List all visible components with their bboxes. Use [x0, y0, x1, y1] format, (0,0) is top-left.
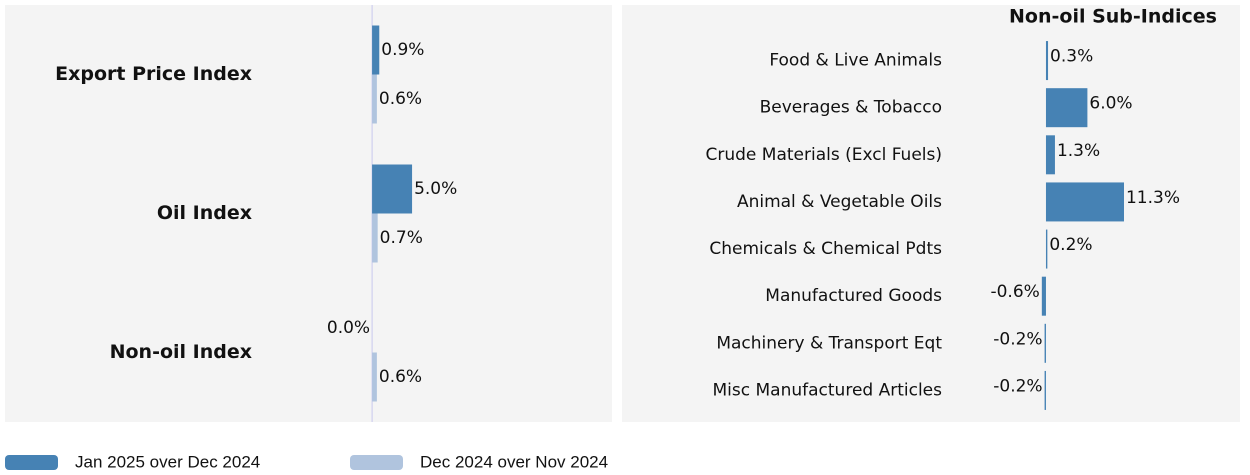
value-label: 6.0% [1089, 94, 1132, 114]
value-label: 0.0% [327, 318, 370, 338]
category-label: Crude Materials (Excl Fuels) [705, 145, 942, 165]
category-label: Export Price Index [55, 63, 252, 85]
bar [372, 352, 377, 402]
category-label: Chemicals & Chemical Pdts [709, 239, 942, 259]
value-label: 5.0% [414, 179, 457, 199]
bar [372, 213, 378, 263]
value-label: -0.6% [990, 282, 1039, 302]
chart-title: Non-oil Sub-Indices [1009, 6, 1217, 28]
bar [1045, 229, 1048, 269]
category-label: Non-oil Index [110, 341, 252, 363]
value-label: -0.2% [993, 376, 1042, 396]
value-label: 0.7% [380, 228, 423, 248]
category-label: Manufactured Goods [765, 286, 942, 306]
category-label: Animal & Vegetable Oils [737, 192, 942, 212]
bar [1044, 323, 1046, 363]
value-label: 0.6% [379, 367, 422, 387]
bar [372, 74, 377, 124]
value-label: 0.2% [1049, 235, 1092, 255]
category-label: Machinery & Transport Eqt [716, 333, 942, 353]
category-label: Beverages & Tobacco [760, 98, 942, 118]
bar [1044, 370, 1046, 410]
bar [372, 25, 380, 75]
legend-swatch [5, 455, 58, 470]
legend-label: Jan 2025 over Dec 2024 [75, 452, 260, 471]
category-label: Misc Manufactured Articles [713, 380, 943, 400]
left-panel [5, 5, 612, 422]
legend-label: Dec 2024 over Nov 2024 [420, 452, 608, 471]
bar [1045, 135, 1055, 175]
value-label: -0.2% [993, 329, 1042, 349]
bar [1045, 41, 1049, 81]
value-label: 0.3% [1050, 47, 1093, 67]
value-label: 1.3% [1057, 141, 1100, 161]
value-label: 11.3% [1126, 188, 1180, 208]
bar [372, 164, 413, 214]
value-label: 0.9% [381, 40, 424, 60]
bar [1045, 182, 1124, 222]
bar [1045, 88, 1088, 128]
category-label: Food & Live Animals [769, 51, 942, 71]
category-label: Oil Index [157, 202, 252, 224]
value-label: 0.6% [379, 89, 422, 109]
legend-swatch [350, 455, 403, 470]
bar [1041, 276, 1046, 316]
right-panel [622, 5, 1240, 422]
